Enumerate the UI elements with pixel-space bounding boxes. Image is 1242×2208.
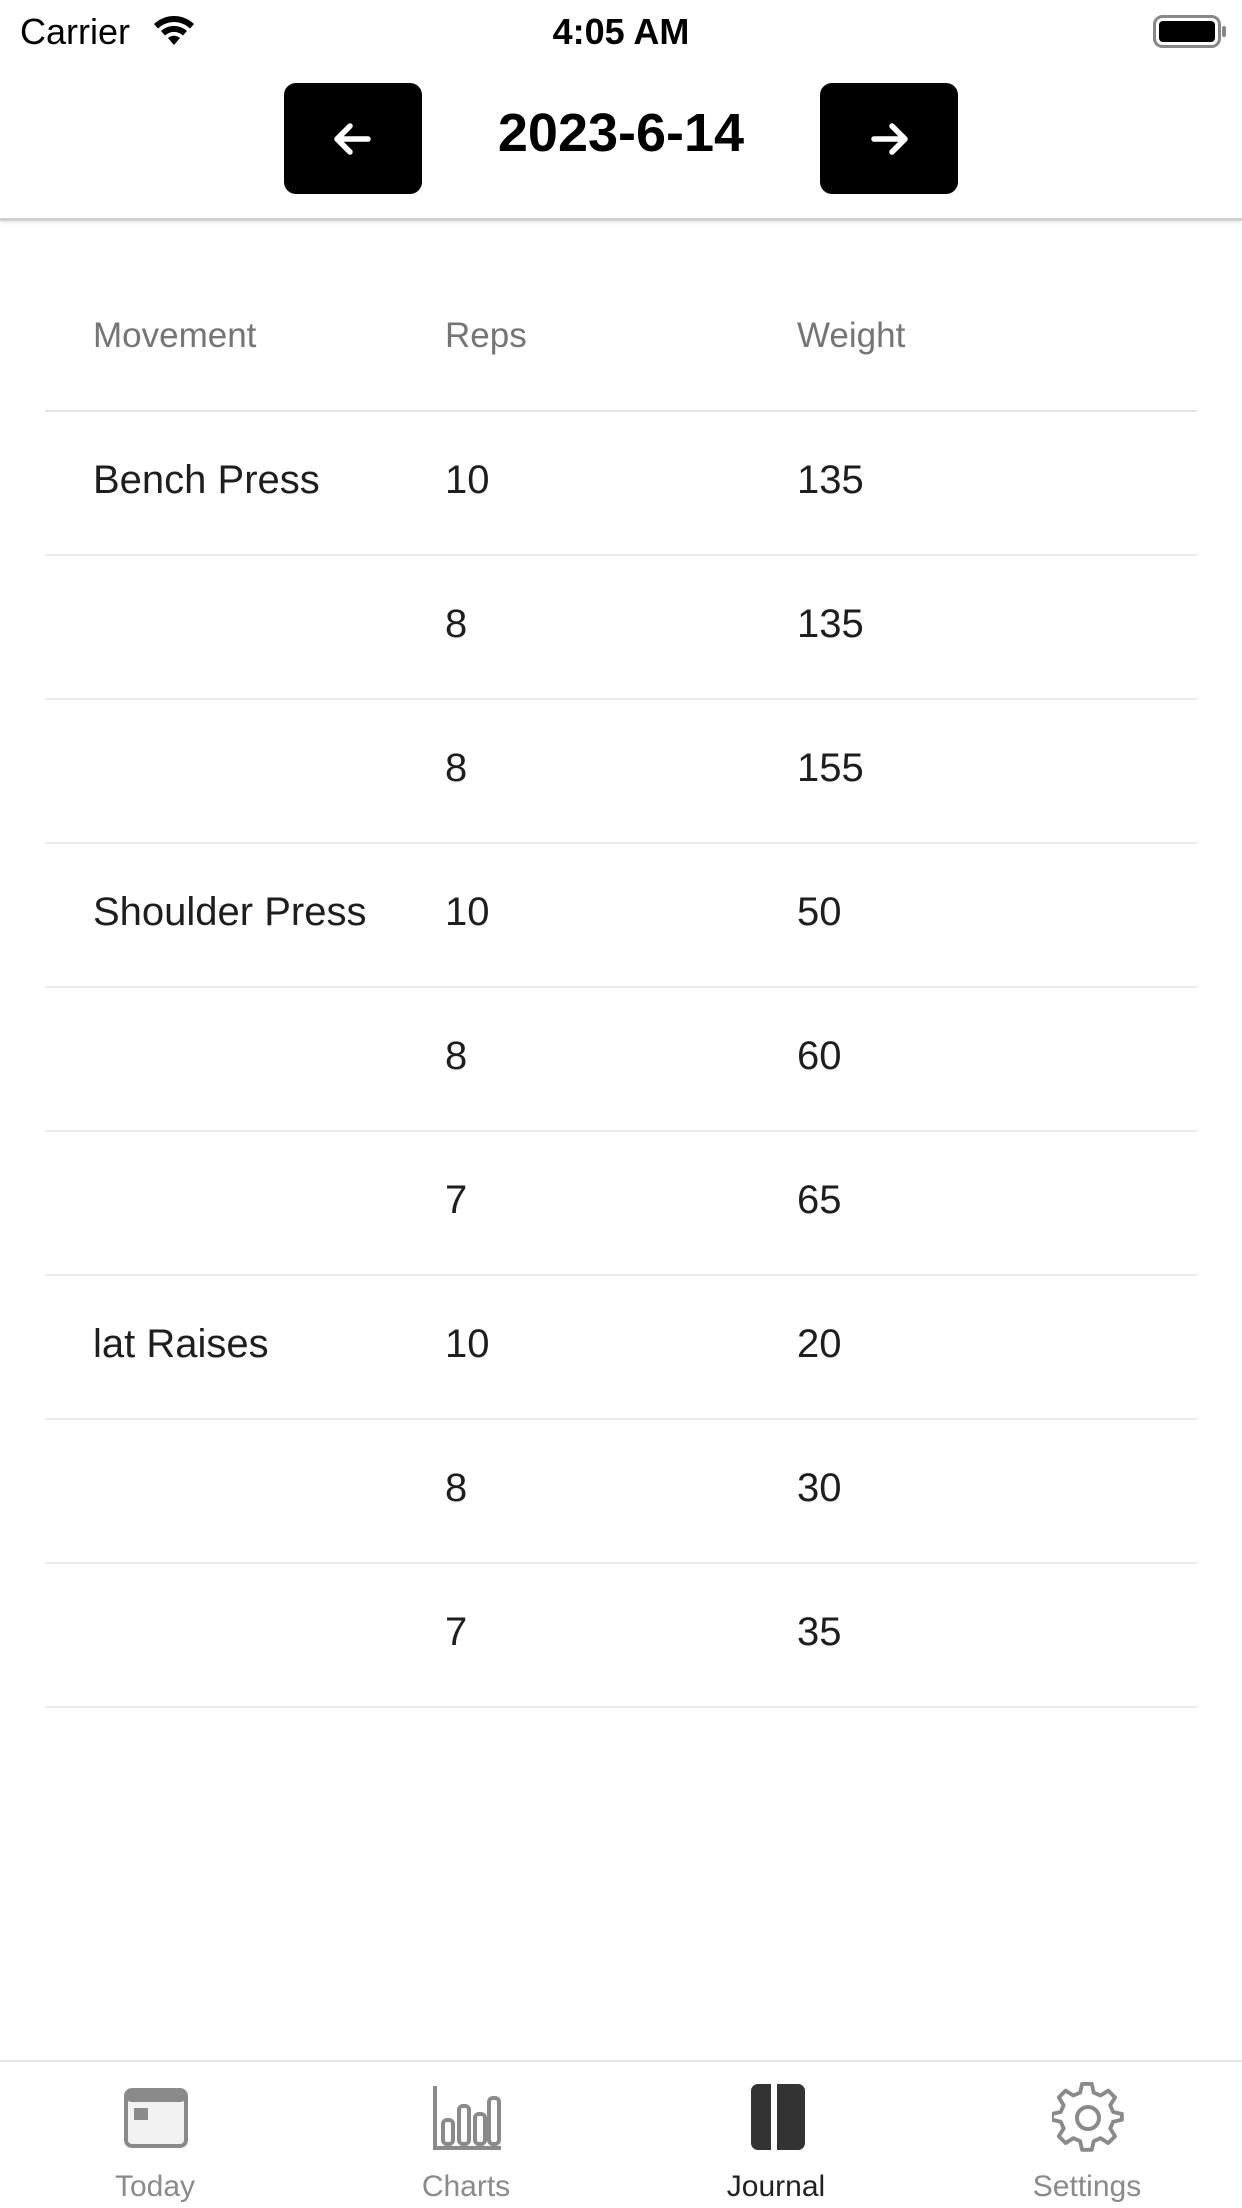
reps-cell: 10 bbox=[445, 890, 490, 934]
movement-cell: Bench Press bbox=[93, 458, 320, 502]
tab-today[interactable]: Today bbox=[0, 2062, 310, 2208]
reps-cell: 7 bbox=[445, 1178, 468, 1222]
tab-settings[interactable]: Settings bbox=[932, 2062, 1242, 2208]
table-row: 8 60 bbox=[45, 988, 1197, 1132]
table-row: 7 35 bbox=[45, 1564, 1197, 1708]
table-row: 8 135 bbox=[45, 556, 1197, 700]
carrier-label: Carrier bbox=[20, 11, 131, 52]
movement-cell: lat Raises bbox=[93, 1322, 269, 1366]
weight-cell: 155 bbox=[797, 746, 864, 790]
tab-label: Charts bbox=[421, 2170, 511, 2203]
weight-cell: 135 bbox=[797, 602, 864, 646]
weight-cell: 60 bbox=[797, 1034, 842, 1078]
book-icon bbox=[751, 2084, 805, 2150]
column-header-movement: Movement bbox=[93, 316, 257, 355]
table-row: Shoulder Press 10 50 bbox=[45, 844, 1197, 988]
reps-cell: 8 bbox=[445, 602, 468, 646]
tab-journal[interactable]: Journal bbox=[621, 2062, 931, 2208]
journal-table: Movement Reps Weight Bench Press 10 135 … bbox=[45, 266, 1197, 1708]
current-date: 2023-6-14 bbox=[497, 103, 745, 163]
weight-cell: 65 bbox=[797, 1178, 842, 1222]
table-row: lat Raises 10 20 bbox=[45, 1276, 1197, 1420]
table-row: 7 65 bbox=[45, 1132, 1197, 1276]
weight-cell: 50 bbox=[797, 890, 842, 934]
reps-cell: 8 bbox=[445, 1466, 468, 1510]
clock: 4:05 AM bbox=[552, 11, 690, 52]
table-header: Movement Reps Weight bbox=[45, 266, 1197, 412]
column-header-reps: Reps bbox=[445, 316, 527, 355]
reps-cell: 8 bbox=[445, 746, 468, 790]
arrow-right-icon bbox=[871, 122, 908, 155]
weight-cell: 30 bbox=[797, 1466, 842, 1510]
status-bar: Carrier 4:05 AM bbox=[0, 0, 1242, 62]
weight-cell: 20 bbox=[797, 1322, 842, 1366]
tab-label: Settings bbox=[1032, 2170, 1142, 2203]
tab-label: Today bbox=[114, 2170, 196, 2203]
reps-cell: 10 bbox=[445, 1322, 490, 1366]
weight-cell: 35 bbox=[797, 1610, 842, 1654]
tab-bar: Today Charts Journal bbox=[0, 2060, 1242, 2208]
calendar-icon bbox=[124, 2088, 188, 2148]
reps-cell: 8 bbox=[445, 1034, 468, 1078]
date-navigation-header: 2023-6-14 bbox=[0, 62, 1242, 221]
arrow-left-icon bbox=[334, 122, 371, 155]
table-row: Bench Press 10 135 bbox=[45, 412, 1197, 556]
bar-chart-icon bbox=[433, 2086, 501, 2150]
table-row: 8 30 bbox=[45, 1420, 1197, 1564]
gear-icon bbox=[1052, 2082, 1124, 2152]
reps-cell: 7 bbox=[445, 1610, 468, 1654]
next-day-button[interactable] bbox=[820, 83, 958, 194]
table-row: 8 155 bbox=[45, 700, 1197, 844]
battery-icon bbox=[1153, 15, 1226, 48]
previous-day-button[interactable] bbox=[284, 83, 422, 194]
reps-cell: 10 bbox=[445, 458, 490, 502]
column-header-weight: Weight bbox=[797, 316, 906, 355]
tab-label: Journal bbox=[726, 2170, 826, 2203]
movement-cell: Shoulder Press bbox=[93, 890, 367, 934]
weight-cell: 135 bbox=[797, 458, 864, 502]
tab-charts[interactable]: Charts bbox=[311, 2062, 621, 2208]
wifi-icon bbox=[154, 16, 194, 45]
